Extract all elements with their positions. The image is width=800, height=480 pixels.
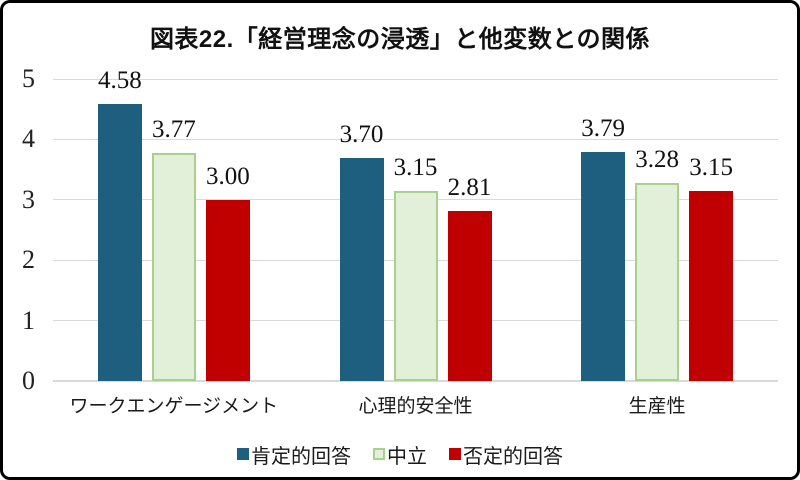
bar-value-label: 3.70	[339, 120, 384, 148]
legend: 肯定的回答 中立 否定的回答	[3, 440, 797, 469]
bar-series2-cat1	[151, 153, 196, 381]
bar-series1-cat3	[581, 152, 626, 381]
bar-value-label: 3.77	[151, 116, 196, 144]
y-axis-tick-label: 5	[22, 64, 35, 93]
bar-series2-cat3	[635, 182, 680, 381]
category-label: ワークエンゲージメント	[69, 396, 279, 417]
bar-value-label: 3.15	[689, 153, 734, 181]
legend-item-2: 中立	[373, 440, 427, 469]
bar-series3-cat2	[447, 211, 492, 381]
legend-item-3: 否定的回答	[449, 440, 563, 469]
legend-swatch	[237, 448, 249, 460]
legend-swatch	[373, 448, 385, 460]
legend-item-1: 肯定的回答	[237, 440, 351, 469]
bar-series1-cat2	[339, 157, 384, 381]
gridline-0	[53, 380, 778, 382]
category-label: 心理的安全性	[358, 396, 473, 417]
bar-value-label: 4.58	[97, 67, 142, 95]
bar-value-label: 2.81	[447, 174, 492, 202]
bar-series2-cat2	[393, 190, 438, 381]
y-axis-tick-label: 4	[22, 124, 35, 154]
legend-label: 否定的回答	[463, 445, 563, 468]
y-axis-tick-label: 2	[22, 245, 35, 275]
chart-title: 図表22.「経営理念の浸透」と他変数との関係	[149, 26, 651, 53]
bar-series3-cat1	[205, 199, 250, 381]
legend-swatch	[449, 448, 461, 460]
bar-value-label: 3.15	[393, 153, 438, 181]
bar-value-label: 3.28	[635, 145, 680, 173]
bar-series1-cat1	[97, 104, 142, 381]
y-axis-tick-label: 1	[22, 305, 35, 335]
legend-label: 中立	[387, 445, 427, 468]
y-axis-tick-label: 0	[22, 366, 35, 395]
gridline-4	[53, 138, 778, 140]
plot-area: 0 1 2 3 4 5 4.58 3.77 3.00 ワークエンゲージメント 3.70 3.15 2.8…	[3, 3, 797, 477]
bar-value-label: 3.00	[205, 162, 250, 190]
bar-series3-cat3	[689, 190, 734, 381]
bar-value-label: 3.79	[581, 115, 626, 143]
legend-label: 肯定的回答	[251, 445, 351, 468]
gridline-5	[53, 78, 778, 80]
category-label: 生産性	[628, 396, 686, 417]
y-axis-tick-label: 3	[22, 184, 35, 214]
